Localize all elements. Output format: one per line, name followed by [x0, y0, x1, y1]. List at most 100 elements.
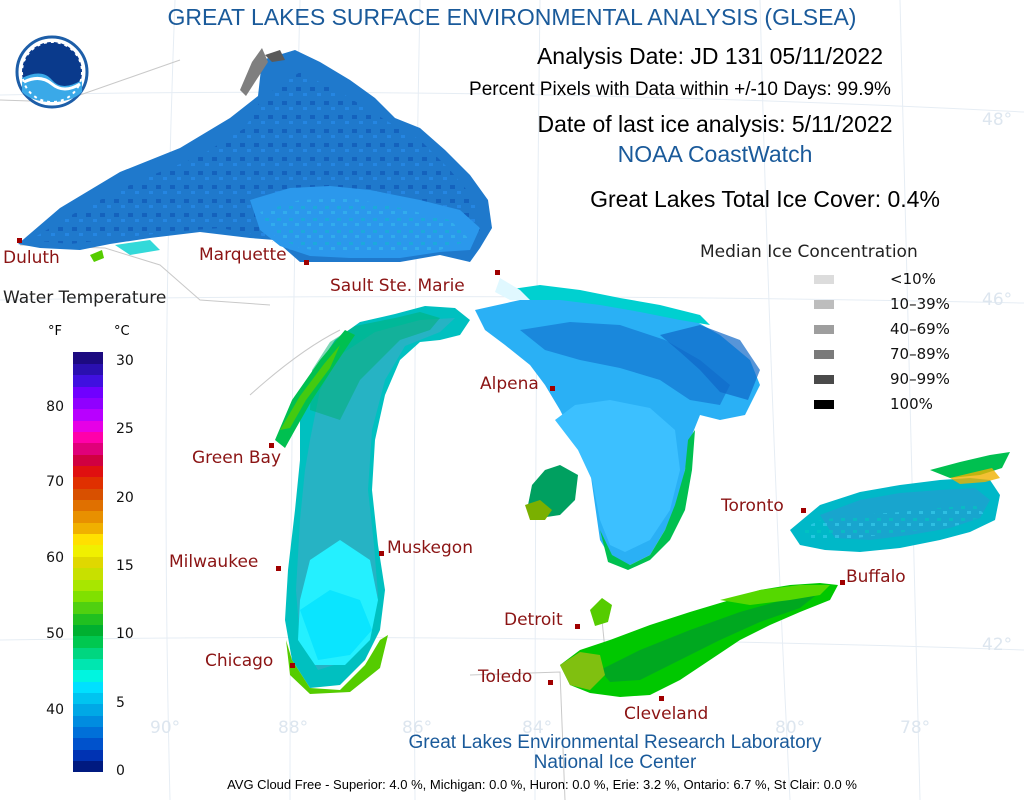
city-buffalo: Buffalo	[846, 567, 906, 587]
colorbar-segment	[73, 454, 103, 466]
colorbar-segment	[73, 624, 103, 637]
colorbar-segment	[73, 397, 103, 410]
colorbar-segment	[73, 499, 103, 512]
colorbar-segment	[73, 703, 103, 716]
fahrenheit-tick-label: 80	[46, 398, 64, 415]
colorbar-segment	[73, 374, 103, 387]
lake-ontario	[790, 452, 1010, 552]
toronto-marker	[801, 508, 806, 513]
lake-superior	[18, 48, 492, 262]
fahrenheit-tick-label: 40	[46, 702, 64, 719]
city-duluth: Duluth	[3, 248, 60, 268]
city-sault-ste-marie: Sault Ste. Marie	[330, 276, 465, 296]
colorbar-segment	[73, 408, 103, 421]
fahrenheit-tick-label: 70	[46, 474, 64, 491]
colorbar-segment	[73, 442, 103, 455]
city-cleveland: Cleveland	[624, 704, 709, 724]
colorbar-segment	[73, 737, 103, 750]
lon-78-label: 78°	[900, 718, 931, 738]
colorbar-segment	[73, 658, 103, 671]
colorbar-segment	[73, 476, 103, 489]
colorbar-segment	[73, 431, 103, 444]
coastwatch-label: NOAA CoastWatch	[617, 141, 813, 167]
total-ice-cover: Great Lakes Total Ice Cover: 0.4%	[590, 186, 940, 212]
ice-legend-label: 100%	[890, 395, 933, 413]
ice-legend-label: 70–89%	[890, 345, 950, 363]
lon-88-label: 88°	[278, 718, 309, 738]
colorbar-segment	[73, 510, 103, 523]
colorbar-segment	[73, 556, 103, 569]
colorbar-segment	[73, 522, 103, 535]
colorbar-segment	[73, 760, 103, 773]
milwaukee-marker	[276, 566, 281, 571]
ice-legend-label: <10%	[890, 270, 936, 288]
glerl-credit: Great Lakes Environmental Research Labor…	[408, 732, 822, 753]
cleveland-marker	[659, 696, 664, 701]
colorbar-segment	[73, 749, 103, 762]
green-bay-marker	[269, 443, 274, 448]
fahrenheit-tick-label: 60	[46, 550, 64, 567]
page-title: GREAT LAKES SURFACE ENVIRONMENTAL ANALYS…	[167, 4, 857, 30]
lake-erie	[560, 583, 838, 697]
colorbar-segment	[73, 669, 103, 682]
toledo-marker	[548, 680, 553, 685]
lake-huron	[475, 278, 760, 626]
ice-legend-label: 90–99%	[890, 370, 950, 388]
chicago-marker	[290, 663, 295, 668]
city-marquette: Marquette	[199, 245, 287, 265]
colorbar-segment	[73, 715, 103, 728]
muskegon-marker	[379, 551, 384, 556]
fahrenheit-unit: °F	[48, 324, 62, 339]
marquette-marker	[304, 260, 309, 265]
lon-84-label: 84°	[522, 718, 553, 738]
colorbar-segment	[73, 692, 103, 705]
duluth-marker	[17, 238, 22, 243]
city-detroit: Detroit	[504, 610, 563, 630]
noaa-logo-icon	[15, 35, 89, 109]
colorbar-segment	[73, 635, 103, 648]
ice-legend-label: 40–69%	[890, 320, 950, 338]
celsius-tick-label: 10	[116, 626, 134, 643]
celsius-tick-label: 25	[116, 421, 134, 438]
ice-legend-swatch	[814, 300, 834, 309]
city-alpena: Alpena	[480, 374, 539, 394]
colorbar-segment	[73, 352, 103, 364]
city-muskegon: Muskegon	[387, 538, 473, 558]
colorbar-segment	[73, 488, 103, 501]
colorbar-segment	[73, 544, 103, 557]
colorbar-segment	[73, 647, 103, 659]
colorbar-segment	[73, 726, 103, 739]
celsius-tick-label: 0	[116, 763, 125, 779]
colorbar-segment	[73, 567, 103, 580]
celsius-tick-label: 15	[116, 558, 134, 574]
ice-analysis-date: Date of last ice analysis: 5/11/2022	[537, 111, 893, 137]
colorbar-segment	[73, 533, 103, 546]
city-toronto: Toronto	[721, 496, 784, 516]
percent-pixels: Percent Pixels with Data within +/-10 Da…	[469, 79, 891, 100]
celsius-tick-label: 5	[116, 694, 125, 711]
detroit-marker	[575, 624, 580, 629]
sault-marker	[495, 270, 500, 275]
ice-legend-title: Median Ice Concentration	[700, 242, 918, 262]
colorbar-segment	[73, 601, 103, 614]
city-toledo: Toledo	[478, 667, 533, 687]
fahrenheit-tick-label: 50	[46, 626, 64, 643]
alpena-marker	[550, 386, 555, 391]
water-temp-title: Water Temperature	[3, 288, 167, 308]
lat-46-label: 46°	[982, 290, 1013, 310]
colorbar-segment	[73, 420, 103, 432]
buffalo-marker	[840, 580, 845, 585]
colorbar-segment	[73, 386, 103, 398]
colorbar-segment	[73, 465, 103, 478]
lon-80-label: 80°	[775, 718, 806, 738]
lat-42-label: 42°	[982, 635, 1013, 655]
ice-legend-label: 10–39%	[890, 295, 950, 313]
analysis-date: Analysis Date: JD 131 05/11/2022	[536, 43, 884, 69]
city-milwaukee: Milwaukee	[169, 552, 259, 572]
city-green-bay: Green Bay	[192, 448, 282, 468]
lat-48-label: 48°	[982, 110, 1013, 130]
ice-legend-swatch	[814, 350, 834, 359]
colorbar-segment	[73, 590, 103, 603]
colorbar-segment	[73, 579, 103, 591]
